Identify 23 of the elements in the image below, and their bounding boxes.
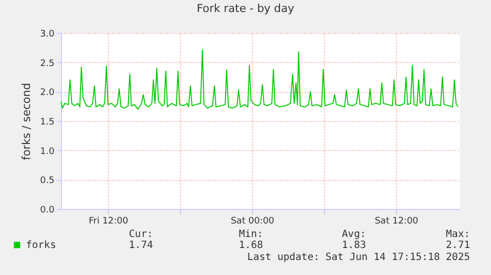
x-tick-label: Sat 00:00 [230,216,275,226]
text: Cur: [128,229,153,240]
text: 1.68 [238,240,263,251]
line-series [60,50,458,110]
text: 2.71 [446,240,470,251]
y-tick-label: 1.0 [40,146,55,157]
text: Min: [238,229,263,240]
y-tick-label: 1.5 [40,118,54,128]
y-tick-label: 0.0 [40,206,55,216]
x-tick-label: Sat 12:00 [374,216,419,226]
chart-title: Fork rate - by day [196,2,295,15]
text: Max: [446,229,470,240]
legend-label: forks [26,240,56,251]
y-axis-title: forks / second [20,82,34,160]
y-tick-label: 3.0 [40,30,55,40]
text: Avg: [342,229,366,240]
y-tick-label: 0.5 [40,176,54,186]
text: Last update: Sat Jun 14 17:15:18 2025 [247,252,470,263]
y-tick-label: 2.5 [40,58,54,69]
text: 1.83 [342,240,366,251]
x-tick-label: Fri 12:00 [88,216,129,226]
text: 1.74 [128,240,153,251]
y-tick-label: 2.0 [40,88,55,98]
